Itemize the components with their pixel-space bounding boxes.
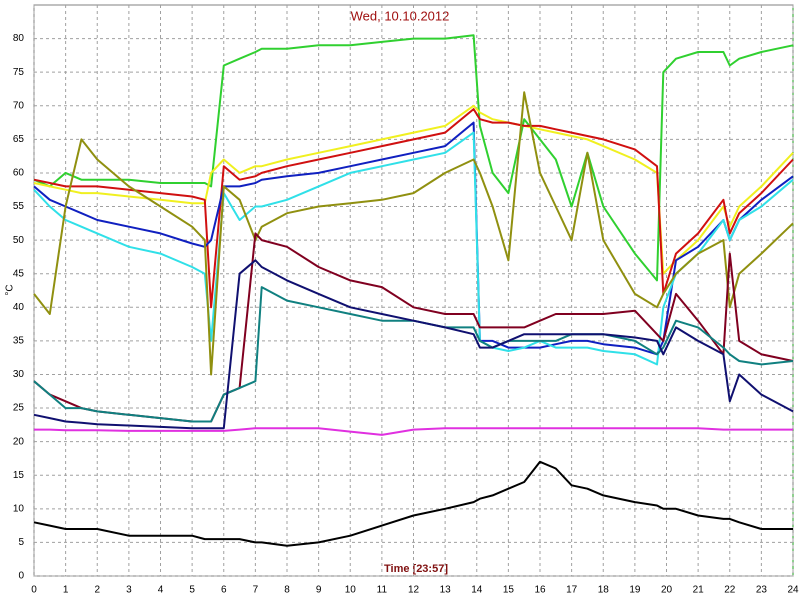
x-tick-label: 5 (189, 585, 195, 596)
y-tick-label: 15 (13, 470, 25, 481)
x-tick-label: 20 (661, 585, 673, 596)
x-tick-label: 4 (158, 585, 164, 596)
x-tick-label: 17 (566, 585, 578, 596)
series-line (33, 121, 794, 356)
y-tick-label: 55 (13, 201, 25, 212)
y-tick-label: 5 (18, 537, 24, 548)
series-line (33, 104, 794, 275)
y-tick-label: 50 (13, 235, 25, 246)
x-tick-label: 12 (408, 585, 420, 596)
y-tick-label: 25 (13, 403, 25, 414)
chart-title: Wed, 10.10.2012 (351, 8, 450, 23)
y-tick-label: 40 (13, 302, 25, 313)
x-tick-label: 0 (31, 585, 37, 596)
x-tick-label: 6 (221, 585, 227, 596)
y-tick-label: 35 (13, 336, 25, 347)
x-tick-label: 1 (63, 585, 69, 596)
x-tick-label: 3 (126, 585, 132, 596)
x-tick-label: 19 (629, 585, 641, 596)
y-tick-label: 45 (13, 268, 25, 279)
x-tick-label: 22 (724, 585, 736, 596)
series-line (33, 108, 794, 309)
y-tick-label: 60 (13, 168, 25, 179)
x-tick-label: 15 (503, 585, 515, 596)
y-tick-label: 30 (13, 369, 25, 380)
x-tick-label: 2 (94, 585, 100, 596)
y-tick-label: 0 (18, 571, 24, 582)
series-line (34, 427, 793, 436)
y-tick-label: 80 (13, 33, 25, 44)
y-tick-label: 65 (13, 134, 25, 145)
x-tick-label: 11 (377, 585, 388, 596)
x-tick-label: 10 (345, 585, 357, 596)
x-axis-label: Time [23:57] (384, 563, 448, 575)
y-tick-label: 70 (13, 100, 25, 111)
y-tick-label: 20 (13, 436, 25, 447)
x-tick-label: 21 (693, 585, 705, 596)
x-tick-label: 14 (471, 585, 483, 596)
y-axis-label: °C (5, 284, 16, 295)
y-tick-label: 75 (13, 67, 25, 78)
x-tick-label: 8 (284, 585, 290, 596)
series-line (33, 460, 793, 547)
series-line (33, 286, 794, 423)
series-line (33, 91, 794, 376)
x-tick-label: 13 (440, 585, 452, 596)
x-tick-label: 9 (316, 585, 322, 596)
series-line (33, 131, 794, 366)
y-tick-label: 10 (13, 503, 25, 514)
series-line (33, 34, 794, 282)
x-tick-label: 16 (534, 585, 546, 596)
x-tick-label: 7 (253, 585, 259, 596)
series-line (33, 259, 794, 430)
x-tick-label: 24 (787, 585, 799, 596)
x-tick-label: 23 (756, 585, 768, 596)
x-tick-label: 18 (598, 585, 610, 596)
